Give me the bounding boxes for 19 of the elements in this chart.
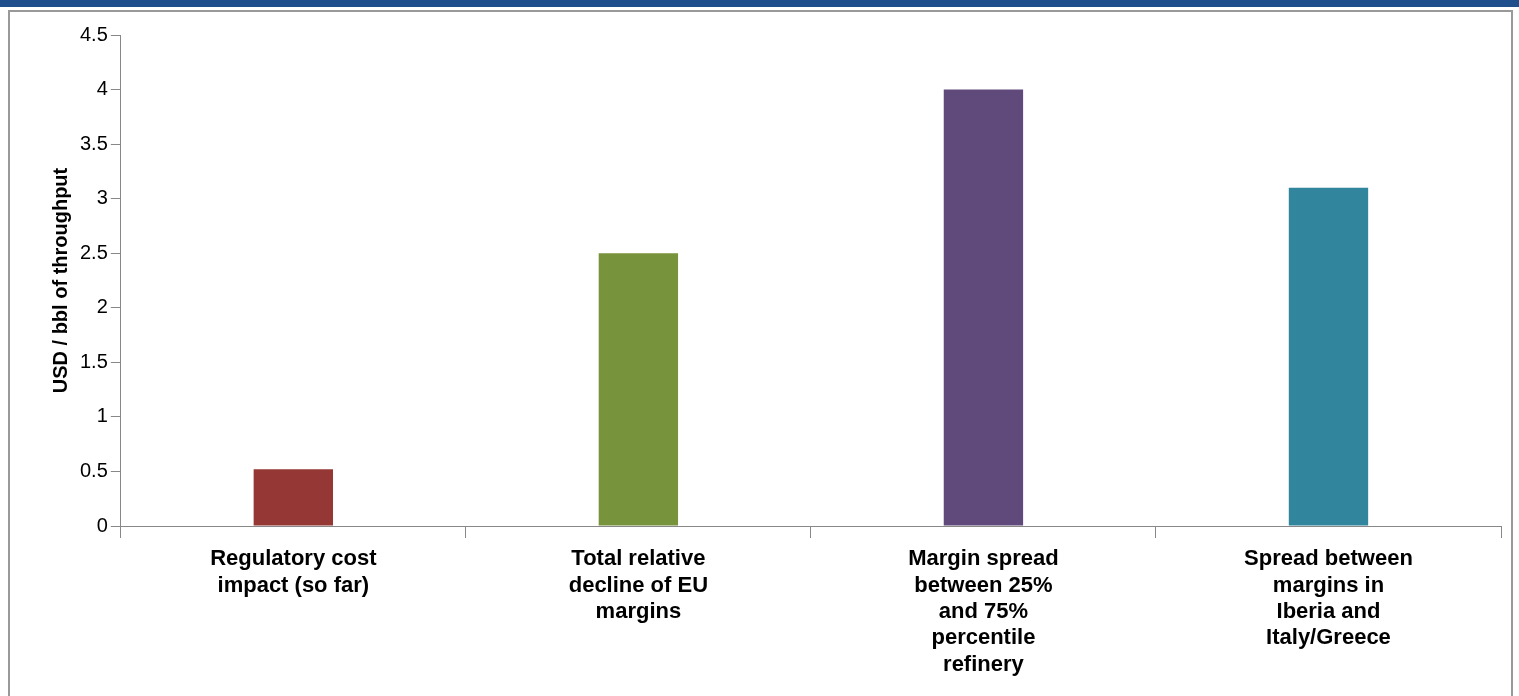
y-axis-title: USD / bbl of throughput (48, 167, 71, 394)
bar (598, 253, 679, 526)
y-tick-label: 2 (96, 295, 108, 318)
bar (943, 89, 1024, 526)
x-tick-label: Margin spread between 25% and 75% percentile refinery (908, 545, 1059, 676)
y-tick-label: 3 (96, 186, 108, 209)
x-tick-label: Spread between margins in Iberia and Italy/Greece (1244, 545, 1413, 650)
y-tick-label: 3.5 (79, 131, 108, 154)
y-tick-label: 0 (96, 513, 108, 536)
x-tick-label: Regulatory cost impact (so far) (210, 545, 378, 597)
bar (253, 469, 334, 526)
y-tick-label: 1 (96, 404, 108, 427)
y-tick-label: 4.5 (79, 22, 108, 45)
y-tick-label: 0.5 (79, 458, 108, 481)
x-tick-label: Total relative decline of EU margins (568, 545, 709, 624)
y-tick-label: 4 (96, 77, 108, 100)
y-tick-label: 1.5 (79, 349, 108, 372)
bar (1288, 187, 1369, 526)
y-tick-label: 2.5 (79, 240, 108, 263)
